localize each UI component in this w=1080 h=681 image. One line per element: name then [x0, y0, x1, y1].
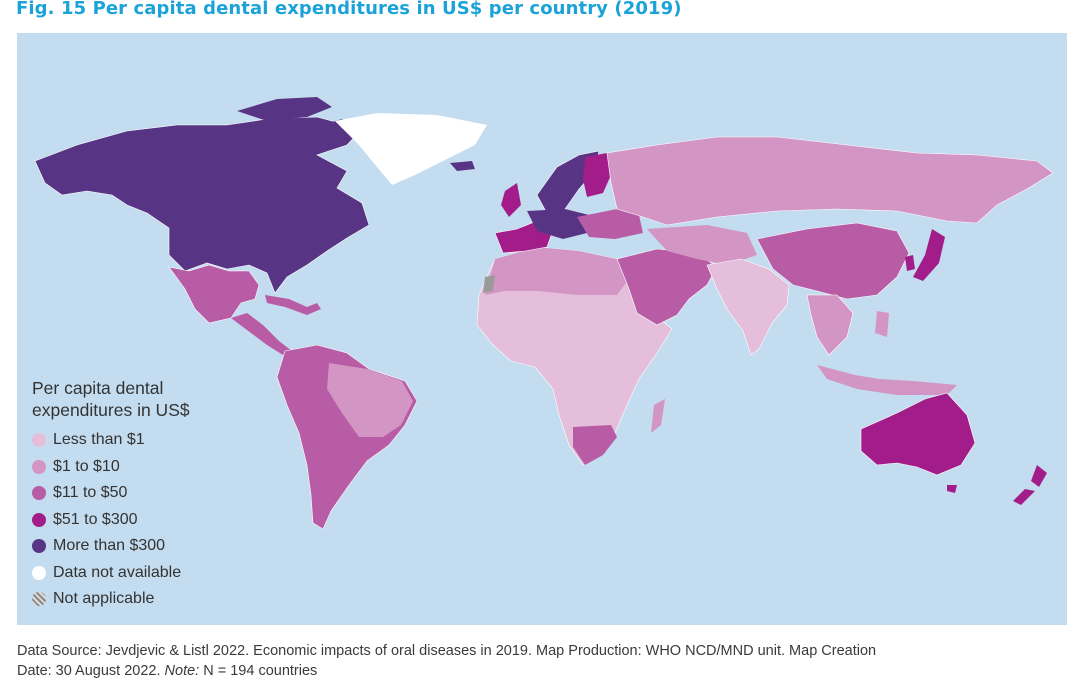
figure-title: Fig. 15 Per capita dental expenditures i… — [16, 0, 682, 19]
note-label: Note: — [164, 663, 200, 679]
legend-swatch-not-applicable — [32, 592, 46, 607]
note-text: N = 194 countries — [199, 663, 318, 679]
legend-item-11to50: $11 to $50 — [32, 480, 222, 507]
source-date: Date: 30 August 2022. — [17, 663, 165, 679]
legend-item-gt300: More than $300 — [32, 533, 222, 560]
region-indonesia — [817, 365, 957, 395]
region-new-zealand — [1031, 465, 1047, 487]
region-central-america — [231, 313, 292, 355]
source-line1: Data Source: Jevdjevic & Listl 2022. Eco… — [17, 643, 877, 659]
legend-label-na: Data not available — [53, 563, 182, 581]
region-finland-baltics — [583, 153, 611, 197]
legend-title-line1: Per capita dental — [32, 378, 164, 398]
region-arctic-islands — [237, 97, 332, 121]
legend-title: Per capita dental expenditures in US$ — [32, 377, 222, 421]
region-china — [756, 222, 910, 300]
legend-swatch-na — [32, 565, 46, 580]
region-korea — [905, 255, 915, 271]
region-uk — [501, 183, 521, 217]
region-iceland — [450, 161, 475, 171]
map-legend: Per capita dental expenditures in US$ Le… — [32, 377, 222, 613]
legend-swatch-1to10 — [32, 459, 46, 474]
source-line2: Date: 30 August 2022. Note: N = 194 coun… — [17, 661, 1067, 681]
legend-swatch-51to300 — [32, 512, 46, 527]
world-map-svg — [34, 97, 1054, 530]
region-madagascar — [651, 399, 665, 433]
legend-label-lt1: Less than $1 — [53, 431, 145, 449]
data-source-note: Data Source: Jevdjevic & Listl 2022. Eco… — [17, 641, 1067, 681]
region-greenland — [335, 113, 487, 185]
legend-item-lt1: Less than $1 — [32, 427, 222, 454]
region-mexico — [168, 264, 260, 324]
legend-label-1to10: $1 to $10 — [53, 457, 120, 475]
legend-item-not-applicable: Not applicable — [32, 586, 222, 613]
region-tasmania — [947, 485, 957, 493]
legend-label-11to50: $11 to $50 — [53, 484, 128, 502]
region-russia — [606, 136, 1054, 226]
region-eastern-europe — [577, 209, 643, 239]
region-central-asia — [647, 225, 757, 265]
legend-item-1to10: $1 to $10 — [32, 454, 222, 481]
region-north-africa — [485, 247, 629, 295]
region-australia — [860, 392, 976, 476]
region-central-europe — [527, 209, 589, 239]
region-western-sahara-na — [483, 275, 495, 293]
legend-swatch-11to50 — [32, 486, 46, 501]
region-southern-africa — [573, 425, 617, 465]
legend-label-51to300: $51 to $300 — [53, 510, 138, 528]
legend-item-na: Data not available — [32, 560, 222, 587]
legend-swatch-gt300 — [32, 539, 46, 554]
legend-label-gt300: More than $300 — [53, 537, 166, 555]
region-new-zealand-south — [1013, 489, 1035, 505]
region-brazil — [327, 363, 413, 437]
region-philippines — [875, 311, 889, 337]
legend-item-51to300: $51 to $300 — [32, 507, 222, 534]
region-caribbean — [265, 295, 321, 315]
region-japan — [913, 229, 945, 281]
legend-label-not-applicable: Not applicable — [53, 590, 155, 608]
legend-title-line2: expenditures in US$ — [32, 400, 190, 420]
region-south-asia — [706, 258, 790, 356]
region-north-america — [34, 116, 370, 294]
world-map: Per capita dental expenditures in US$ Le… — [17, 33, 1067, 625]
legend-swatch-lt1 — [32, 433, 46, 448]
region-southeast-asia — [806, 294, 854, 356]
